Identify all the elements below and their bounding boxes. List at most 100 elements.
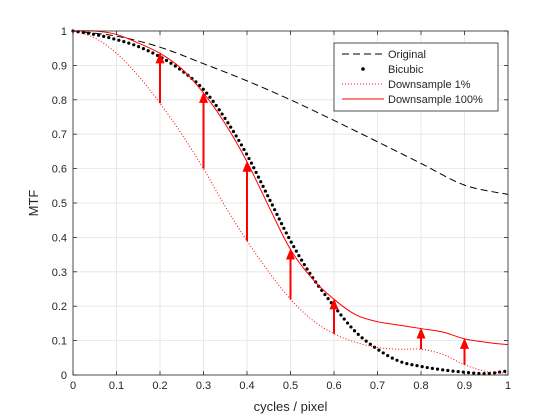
series-bicubic-marker <box>364 339 368 343</box>
series-bicubic-marker <box>220 112 224 116</box>
series-bicubic-marker <box>282 226 286 230</box>
x-tick-label: 0.1 <box>109 380 124 392</box>
y-tick-label: 0.1 <box>52 336 67 348</box>
y-tick-label: 0.5 <box>52 198 67 210</box>
series-bicubic-marker <box>141 47 146 51</box>
y-axis-label: MTF <box>26 190 41 217</box>
y-tick-label: 0.8 <box>52 95 67 107</box>
arrow-head <box>416 327 426 339</box>
series-bicubic-marker <box>242 147 246 152</box>
series-bicubic-marker <box>279 222 284 226</box>
arrow-head <box>199 91 208 103</box>
series-bicubic-marker <box>117 38 121 42</box>
series-bicubic-marker <box>368 342 372 346</box>
series-bicubic-marker <box>420 365 424 369</box>
series-bicubic-marker <box>226 121 230 125</box>
series-bicubic-marker <box>201 87 205 91</box>
legend-label-downsample-1: Downsample 1% <box>388 79 471 91</box>
series-bicubic-marker <box>339 313 343 317</box>
arrow-head <box>242 160 252 172</box>
series-bicubic-marker <box>229 125 233 129</box>
series-bicubic-marker <box>294 249 298 253</box>
series-bicubic-marker <box>415 364 419 368</box>
series-bicubic-marker <box>292 245 296 249</box>
y-tick-label: 0.2 <box>52 301 67 313</box>
series-bicubic-marker <box>456 370 460 374</box>
series-bicubic-marker <box>164 58 169 63</box>
series-bicubic-marker <box>205 91 209 95</box>
y-tick-label: 0.7 <box>52 129 67 141</box>
x-tick-label: 0.6 <box>326 380 341 392</box>
x-tick-label: 0.9 <box>457 380 472 392</box>
x-tick-label: 0.4 <box>239 380 254 392</box>
series-bicubic-marker <box>102 34 106 38</box>
improvement-arrow <box>329 298 339 334</box>
series-bicubic-marker <box>132 43 136 47</box>
x-tick-label: 0.8 <box>413 380 428 392</box>
series-bicubic-marker <box>277 217 281 221</box>
series-bicubic-marker <box>395 358 399 362</box>
y-tick-label: 1 <box>61 26 67 38</box>
legend-swatch-bicubic <box>361 67 365 71</box>
series-bicubic-marker <box>400 360 404 364</box>
series-bicubic-marker <box>112 37 116 41</box>
series-bicubic-marker <box>273 208 277 212</box>
series-bicubic-marker <box>107 35 111 40</box>
improvement-arrow <box>242 160 252 241</box>
series-bicubic-marker <box>234 134 238 138</box>
series-bicubic-marker <box>275 212 279 216</box>
series-bicubic-marker <box>127 41 131 45</box>
series-bicubic-marker <box>326 297 330 301</box>
x-tick-label: 0.7 <box>370 380 385 392</box>
improvement-arrow <box>286 248 295 300</box>
improvement-arrow <box>155 52 165 104</box>
x-tick-label: 0.5 <box>283 380 298 392</box>
series-bicubic-marker <box>122 40 126 44</box>
x-tick-label: 0 <box>70 380 76 392</box>
series-bicubic-marker <box>297 254 301 258</box>
series-original-line <box>72 30 509 195</box>
series-bicubic-marker <box>381 351 385 355</box>
series-bicubic-marker <box>239 143 244 147</box>
series-bicubic-marker <box>302 262 306 267</box>
arrow-layer <box>155 52 469 365</box>
improvement-arrow <box>460 337 469 365</box>
series-bicubic-marker <box>231 129 236 134</box>
series-bicubic-marker <box>466 371 471 375</box>
series-bicubic-marker <box>349 325 353 329</box>
series-bicubic-marker <box>261 184 265 189</box>
series-bicubic-marker <box>237 138 241 143</box>
series-bicubic-marker <box>252 166 256 170</box>
series-bicubic-marker <box>244 152 249 156</box>
series-bicubic-marker <box>211 99 215 103</box>
y-tick-label: 0.3 <box>52 267 67 279</box>
legend: Original Bicubic Downsample 1% Downsample 1… <box>333 42 499 112</box>
series-bicubic-marker <box>390 356 394 360</box>
improvement-arrow <box>199 91 208 169</box>
series-bicubic-marker <box>323 292 327 297</box>
series-bicubic-marker <box>266 194 270 198</box>
series-bicubic-marker <box>482 372 486 376</box>
series-bicubic-marker <box>446 368 450 373</box>
series-bicubic-marker <box>441 368 445 372</box>
series-bicubic-marker <box>386 354 390 358</box>
series-bicubic-marker <box>498 370 502 374</box>
series-bicubic-marker <box>214 103 218 108</box>
series-bicubic-marker <box>151 51 155 55</box>
ticks: 0 0.1 0.2 0.3 0.4 0.5 0.6 0.7 0.8 0.9 1 0 0.1 0.2 0.3 0… <box>52 26 511 392</box>
arrow-head <box>286 248 295 260</box>
series-bicubic-marker <box>97 33 101 37</box>
series-bicubic-marker <box>256 175 261 179</box>
series-bicubic-marker <box>268 198 272 202</box>
series-bicubic-marker <box>247 156 251 161</box>
legend-label-downsample-100: Downsample 100% <box>388 94 483 106</box>
series-bicubic-marker <box>360 336 364 340</box>
series-bicubic-marker <box>284 231 288 235</box>
y-tick-label: 0 <box>61 370 67 382</box>
series-bicubic-marker <box>356 332 360 336</box>
series-bicubic-marker <box>146 49 150 53</box>
series-bicubic-marker <box>86 31 91 35</box>
series-bicubic-marker <box>503 369 507 373</box>
series-bicubic-marker <box>405 362 409 366</box>
